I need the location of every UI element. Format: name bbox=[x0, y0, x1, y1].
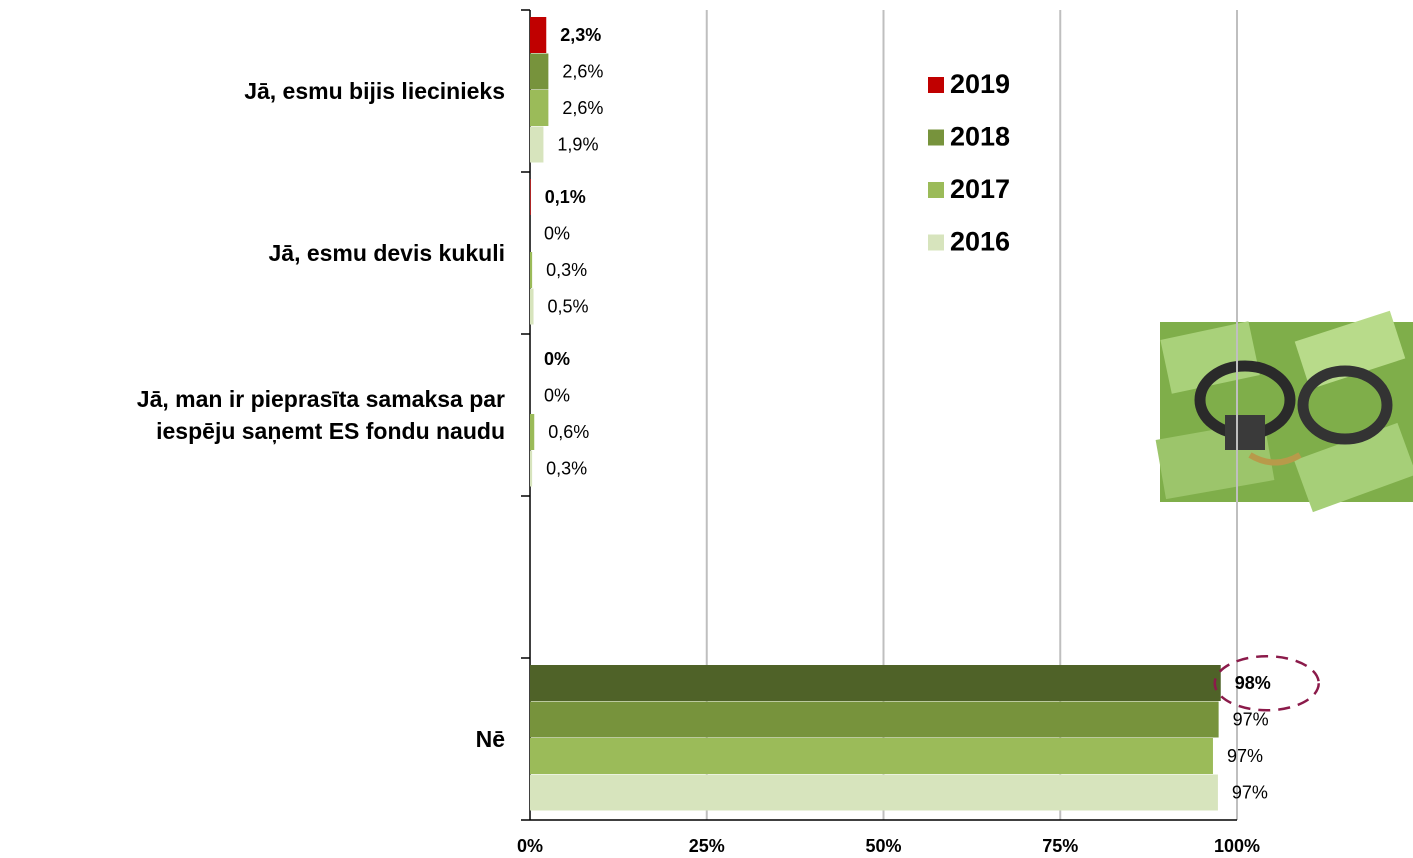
x-tick-label: 25% bbox=[689, 836, 725, 856]
bar bbox=[530, 702, 1219, 738]
data-label: 0,3% bbox=[546, 459, 587, 479]
bar bbox=[530, 127, 543, 163]
bar bbox=[530, 289, 534, 325]
y-tick-label: Jā, man ir pieprasīta samaksa par iespēj… bbox=[137, 383, 505, 447]
y-tick-label: Jā, esmu devis kukuli bbox=[268, 237, 505, 269]
x-tick-label: 0% bbox=[517, 836, 543, 856]
data-label: 0,1% bbox=[545, 187, 586, 207]
x-tick-label: 75% bbox=[1042, 836, 1078, 856]
data-label: 98% bbox=[1235, 673, 1271, 693]
data-label: 0% bbox=[544, 349, 570, 369]
bar bbox=[530, 179, 531, 215]
legend-label: 2019 bbox=[950, 69, 1010, 99]
bar bbox=[530, 54, 548, 90]
y-tick-label: Nē bbox=[476, 723, 505, 755]
legend-swatch bbox=[928, 130, 944, 146]
bar bbox=[530, 451, 532, 487]
data-label: 0,3% bbox=[546, 260, 587, 280]
data-label: 0,5% bbox=[548, 297, 589, 317]
data-label: 2,6% bbox=[562, 62, 603, 82]
legend-swatch bbox=[928, 182, 944, 198]
x-tick-label: 50% bbox=[865, 836, 901, 856]
legend-swatch bbox=[928, 77, 944, 93]
x-tick-label: 100% bbox=[1214, 836, 1260, 856]
bar bbox=[530, 90, 548, 126]
data-label: 97% bbox=[1232, 783, 1268, 803]
page: 0% 25% 50% 75% 100% 2,3% 0,1% 0% 98% 2,6% 0% 0% 97% 2… bbox=[0, 0, 1413, 858]
bar bbox=[530, 414, 534, 450]
data-label: 97% bbox=[1233, 710, 1269, 730]
bar bbox=[530, 665, 1221, 701]
data-label: 0% bbox=[544, 386, 570, 406]
bar bbox=[530, 775, 1218, 811]
photo bbox=[1156, 311, 1413, 512]
bar bbox=[530, 738, 1213, 774]
y-tick-label: Jā, esmu bijis liecinieks bbox=[244, 75, 505, 107]
legend-swatch bbox=[928, 235, 944, 251]
data-label: 0% bbox=[544, 224, 570, 244]
data-label: 1,9% bbox=[557, 135, 598, 155]
legend-label: 2016 bbox=[950, 227, 1010, 257]
data-label: 2,6% bbox=[562, 98, 603, 118]
data-label: 0,6% bbox=[548, 422, 589, 442]
bar bbox=[530, 252, 532, 288]
legend-label: 2018 bbox=[950, 122, 1010, 152]
bar bbox=[530, 17, 546, 53]
data-label: 97% bbox=[1227, 746, 1263, 766]
legend-label: 2017 bbox=[950, 174, 1010, 204]
data-label: 2,3% bbox=[560, 25, 601, 45]
